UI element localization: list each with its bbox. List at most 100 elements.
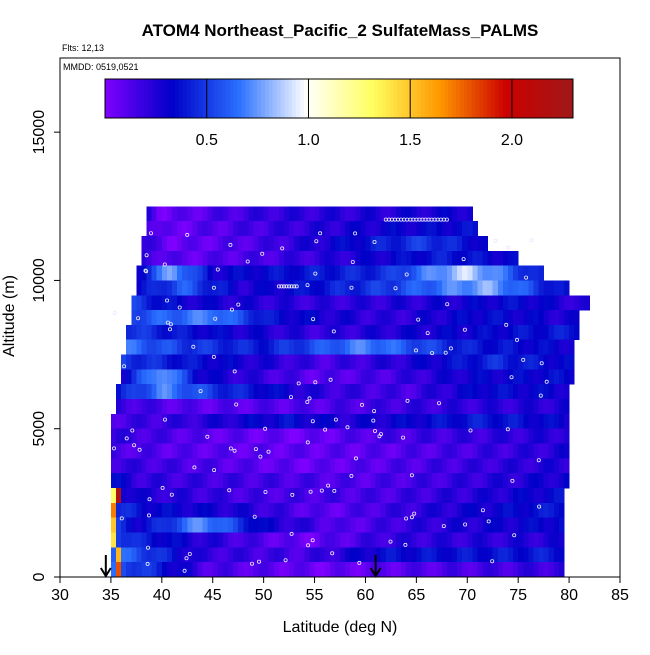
heatmap-cell (197, 517, 203, 533)
heatmap-cell (523, 532, 529, 548)
heatmap-cell (268, 369, 275, 385)
heatmap-cell (161, 310, 168, 326)
heatmap-cell (497, 443, 504, 459)
heatmap-cell (497, 562, 504, 578)
heatmap-cell (390, 384, 397, 400)
heatmap-cell (360, 265, 366, 281)
heatmap-cell (126, 339, 132, 355)
colorbar-cell (280, 79, 285, 118)
heatmap-cell (508, 354, 514, 370)
heatmap-cell (452, 250, 458, 266)
heatmap-cell (258, 473, 265, 489)
heatmap-cell (482, 265, 489, 281)
heatmap-cell (187, 206, 193, 222)
heatmap-cell (182, 502, 188, 519)
heatmap-cell (121, 502, 127, 519)
heatmap-cell (177, 250, 183, 266)
colorbar-cell (249, 79, 254, 118)
heatmap-cell (431, 443, 438, 459)
heatmap-cell (294, 235, 300, 252)
heatmap-cell (131, 443, 137, 459)
track-marker (252, 514, 257, 519)
track-marker (144, 269, 149, 274)
heatmap-cell (426, 354, 433, 370)
heatmap-cell (406, 206, 412, 222)
heatmap-cell (268, 295, 275, 311)
heatmap-cell (243, 532, 249, 548)
heatmap-cell (289, 384, 295, 400)
heatmap-cell (222, 206, 229, 222)
heatmap-cell (294, 428, 300, 444)
heatmap-cell (487, 369, 494, 385)
heatmap-cell (263, 206, 270, 222)
heatmap-cell (222, 532, 229, 548)
heatmap-cell (248, 517, 254, 533)
heatmap-cell (146, 384, 153, 400)
heatmap-cell (462, 280, 468, 296)
track-marker (294, 284, 299, 289)
heatmap-cell (380, 310, 387, 326)
heatmap-cell (299, 502, 305, 519)
heatmap-cell (258, 339, 265, 355)
heatmap-cell (482, 488, 489, 504)
heatmap-cell (380, 458, 387, 474)
heatmap-cell (268, 235, 275, 252)
heatmap-cell (161, 369, 168, 385)
heatmap-cell (390, 502, 397, 519)
heatmap-cell (238, 265, 244, 281)
heatmap-cell (340, 413, 346, 430)
heatmap-cell (192, 280, 198, 296)
heatmap-cell (472, 502, 478, 519)
heatmap-cell (304, 399, 310, 415)
heatmap-cell (345, 443, 351, 459)
heatmap-cell (248, 206, 254, 222)
heatmap-cell (278, 206, 285, 222)
heatmap-cell (319, 250, 326, 266)
heatmap-cell (151, 413, 158, 430)
heatmap-cell (360, 532, 366, 548)
heatmap-cell (156, 384, 163, 400)
heatmap-cell (477, 369, 483, 385)
heatmap-cell (431, 562, 438, 578)
heatmap-cell (385, 235, 392, 252)
heatmap-cell (396, 562, 402, 578)
heatmap-cell (508, 488, 514, 504)
heatmap-cell (538, 488, 545, 504)
heatmap-cell (319, 235, 326, 252)
heatmap-cell (268, 428, 275, 444)
heatmap-cell (151, 310, 158, 326)
heatmap-cell (543, 443, 550, 459)
heatmap-cell (207, 562, 214, 578)
heatmap-cell (436, 310, 443, 326)
heatmap-cell (284, 221, 290, 237)
heatmap-cell (477, 488, 483, 504)
heatmap-cell (233, 488, 239, 504)
heatmap-cell (411, 310, 417, 326)
heatmap-cell (452, 517, 458, 533)
heatmap-cell (192, 428, 198, 444)
heatmap-cell (523, 369, 529, 385)
heatmap-cell (141, 265, 147, 281)
heatmap-cell (141, 295, 147, 311)
colorbar-cell (311, 79, 317, 118)
track-marker (311, 317, 316, 322)
heatmap-cell (564, 443, 570, 459)
heatmap-cell (502, 428, 509, 444)
heatmap-cell (334, 458, 341, 474)
heatmap-cell (345, 235, 351, 252)
heatmap-cell (528, 458, 534, 474)
heatmap-cell (299, 206, 305, 222)
heatmap-cell (304, 310, 310, 326)
heatmap-cell (278, 369, 285, 385)
heatmap-cell (258, 517, 265, 533)
heatmap-cell (324, 428, 331, 444)
heatmap-cell (375, 280, 382, 296)
colorbar: 0.5 1.0 1.5 2.0 (104, 78, 574, 149)
heatmap-cell (355, 295, 361, 311)
heatmap-cell (172, 562, 178, 578)
heatmap-cell (497, 250, 504, 266)
heatmap-cell (187, 502, 193, 519)
heatmap-cell (304, 443, 310, 459)
heatmap-cell (192, 369, 198, 385)
heatmap-cell (146, 473, 153, 489)
